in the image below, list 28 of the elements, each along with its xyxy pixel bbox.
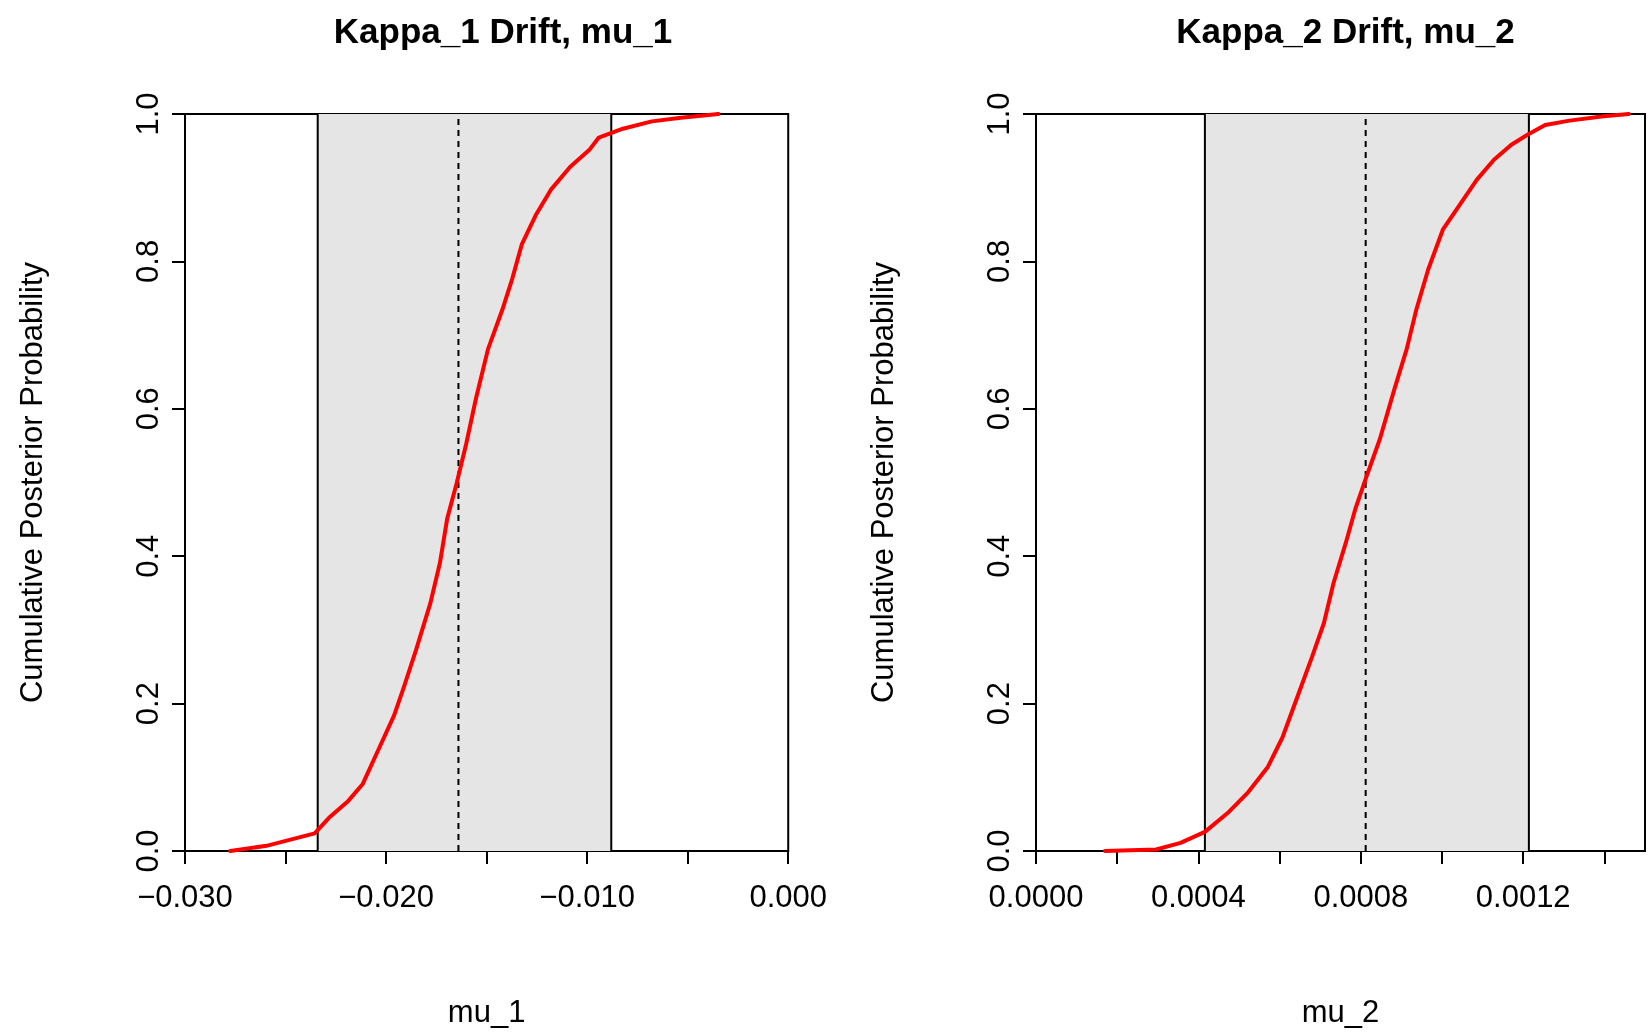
line-series xyxy=(1103,112,1631,853)
y-axis-title: Cumulative Posterior Probability xyxy=(14,261,49,704)
x-tick-label: 0.0000 xyxy=(988,879,1084,914)
y-tick-label: 0.6 xyxy=(981,387,1016,431)
chart-title: Kappa_1 Drift, mu_1 xyxy=(333,11,673,50)
y-tick-label: 0.0 xyxy=(981,829,1016,873)
x-axis-title: mu_2 xyxy=(1301,994,1380,1029)
y-tick-label: 0.2 xyxy=(981,682,1016,726)
x-tick-label: −0.030 xyxy=(137,879,233,914)
y-tick-label: 0.8 xyxy=(130,239,165,283)
y-tick-label: 1.0 xyxy=(130,92,165,136)
x-tick-label: 0.0008 xyxy=(1313,879,1409,914)
x-tick-label: 0.0012 xyxy=(1475,879,1571,914)
y-axis-title: Cumulative Posterior Probability xyxy=(865,261,900,704)
x-tick-label: 0.000 xyxy=(749,879,827,914)
y-tick-label: 0.4 xyxy=(981,534,1016,578)
y-tick-label: 0.6 xyxy=(130,387,165,431)
x-tick-label: 0.0004 xyxy=(1150,879,1246,914)
line-series xyxy=(228,112,721,853)
x-tick-label: −0.010 xyxy=(539,879,635,914)
y-tick-label: 0.2 xyxy=(130,682,165,726)
y-tick-label: 0.8 xyxy=(981,239,1016,283)
x-axis-title: mu_1 xyxy=(447,994,526,1029)
y-tick-label: 0.0 xyxy=(130,829,165,873)
chart-title: Kappa_2 Drift, mu_2 xyxy=(1176,11,1515,50)
x-tick-label: −0.020 xyxy=(338,879,434,914)
y-tick-label: 0.4 xyxy=(130,534,165,578)
y-tick-label: 1.0 xyxy=(981,92,1016,136)
